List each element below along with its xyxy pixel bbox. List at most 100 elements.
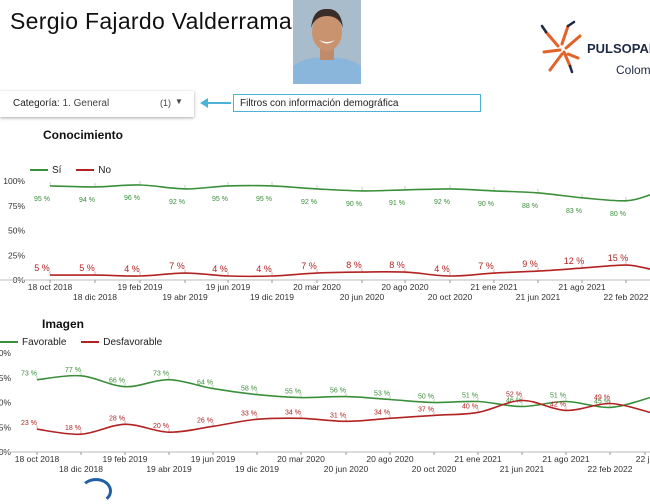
x-tick-label: 20 mar 2020 bbox=[277, 454, 325, 464]
data-label: 50 % bbox=[418, 394, 434, 401]
y-tick-label: 50% bbox=[0, 398, 11, 408]
data-label: 56 % bbox=[330, 388, 346, 395]
data-label: 4 % bbox=[256, 264, 272, 274]
data-label: 52 % bbox=[506, 392, 522, 399]
data-label: 7 % bbox=[301, 261, 317, 271]
legend-si: Sí bbox=[52, 165, 62, 176]
y-tick-label: 25% bbox=[0, 422, 11, 432]
x-tick-label: 19 jun 2019 bbox=[206, 282, 251, 292]
data-label: 40 % bbox=[462, 403, 478, 410]
data-label: 5 % bbox=[34, 263, 50, 273]
data-label: 73 % bbox=[153, 371, 169, 378]
data-label: 53 % bbox=[374, 391, 390, 398]
data-label: 51 % bbox=[550, 393, 566, 400]
legend-desfavorable: Desfavorable bbox=[103, 337, 163, 348]
series-line-0 bbox=[49, 184, 650, 202]
data-label: 92 % bbox=[301, 199, 317, 206]
imagen-title: Imagen bbox=[42, 317, 85, 331]
x-tick-label: 20 jun 2020 bbox=[324, 464, 369, 474]
arrow-left-icon bbox=[200, 98, 231, 108]
data-label: 33 % bbox=[241, 410, 257, 417]
filter-label: Categoría: bbox=[13, 98, 60, 109]
x-tick-label: 19 abr 2019 bbox=[146, 464, 192, 474]
x-tick-label: 20 ago 2020 bbox=[381, 282, 429, 292]
x-tick-label: 20 oct 2020 bbox=[428, 292, 473, 302]
series-line-1 bbox=[49, 264, 650, 278]
x-tick-label: 20 mar 2020 bbox=[293, 282, 341, 292]
demographic-filters-note: Filtros con información demográfica bbox=[233, 94, 481, 112]
data-label: 26 % bbox=[197, 417, 213, 424]
x-tick-label: 22 feb 2022 bbox=[588, 464, 633, 474]
data-label: 20 % bbox=[153, 423, 169, 430]
x-tick-label: 19 jun 2019 bbox=[191, 454, 236, 464]
data-label: 34 % bbox=[285, 409, 301, 416]
data-label: 83 % bbox=[566, 208, 582, 215]
category-filter[interactable]: Categoría: 1. General (1) ▼ bbox=[0, 91, 194, 117]
legend-favorable: Favorable bbox=[22, 337, 67, 348]
data-label: 45 % bbox=[594, 398, 610, 405]
y-tick-label: 75% bbox=[0, 373, 11, 383]
x-tick-label: 20 jun 2020 bbox=[340, 292, 385, 302]
x-tick-label: 21 ago 2021 bbox=[542, 454, 590, 464]
data-label: 23 % bbox=[21, 420, 37, 427]
data-label: 12 % bbox=[564, 256, 585, 266]
x-tick-label: 21 jun 2021 bbox=[516, 292, 561, 302]
data-label: 95 % bbox=[34, 196, 50, 203]
data-label: 91 % bbox=[389, 200, 405, 207]
data-label: 92 % bbox=[169, 199, 185, 206]
data-label: 37 % bbox=[418, 406, 434, 413]
data-label: 90 % bbox=[478, 201, 494, 208]
conocimiento-title: Conocimiento bbox=[43, 128, 123, 142]
data-label: 55 % bbox=[285, 389, 301, 396]
x-tick-label: 20 oct 2020 bbox=[412, 464, 457, 474]
x-tick-label: 21 ene 2021 bbox=[470, 282, 518, 292]
partial-logo-icon bbox=[80, 478, 112, 504]
filter-count: (1) bbox=[160, 98, 171, 108]
x-tick-label: 22 ju bbox=[636, 454, 650, 464]
x-tick-label: 18 oct 2018 bbox=[28, 282, 73, 292]
data-label: 18 % bbox=[65, 425, 81, 432]
data-label: 90 % bbox=[346, 201, 362, 208]
data-label: 8 % bbox=[389, 260, 405, 270]
data-label: 15 % bbox=[608, 253, 629, 263]
data-label: 95 % bbox=[256, 196, 272, 203]
y-tick-label: 75% bbox=[8, 201, 25, 211]
filter-value: 1. General bbox=[62, 98, 110, 109]
data-label: 7 % bbox=[169, 261, 185, 271]
pulso-pais-logo bbox=[540, 18, 650, 80]
dropdown-arrow-icon: ▼ bbox=[175, 97, 183, 106]
data-label: 64 % bbox=[197, 380, 213, 387]
y-tick-label: 25% bbox=[8, 250, 25, 260]
data-label: 8 % bbox=[346, 260, 362, 270]
x-tick-label: 19 feb 2019 bbox=[118, 282, 163, 292]
x-tick-label: 19 dic 2019 bbox=[235, 464, 279, 474]
x-tick-label: 22 feb 2022 bbox=[604, 292, 649, 302]
y-tick-label: 100% bbox=[3, 176, 25, 186]
data-label: 66 % bbox=[109, 378, 125, 385]
data-label: 5 % bbox=[79, 263, 95, 273]
data-label: 80 % bbox=[610, 211, 626, 218]
data-label: 4 % bbox=[212, 264, 228, 274]
data-label: 88 % bbox=[522, 203, 538, 210]
data-label: 28 % bbox=[109, 415, 125, 422]
data-label: 95 % bbox=[212, 196, 228, 203]
data-label: 7 % bbox=[478, 261, 494, 271]
page-title: Sergio Fajardo Valderrama bbox=[10, 8, 292, 34]
x-tick-label: 21 ene 2021 bbox=[454, 454, 502, 464]
data-label: 4 % bbox=[124, 264, 140, 274]
x-tick-label: 19 dic 2019 bbox=[250, 292, 294, 302]
logo-subtitle: Colom bbox=[616, 63, 650, 77]
data-label: 94 % bbox=[79, 197, 95, 204]
x-tick-label: 20 ago 2020 bbox=[366, 454, 414, 464]
conocimiento-legend: Sí No bbox=[30, 165, 123, 176]
logo-text: PULSOPAÍ bbox=[587, 41, 650, 56]
data-label: 4 % bbox=[434, 264, 450, 274]
data-label: 42 % bbox=[550, 401, 566, 408]
x-tick-label: 21 jun 2021 bbox=[500, 464, 545, 474]
x-tick-label: 21 ago 2021 bbox=[558, 282, 606, 292]
x-tick-label: 19 feb 2019 bbox=[103, 454, 148, 464]
imagen-legend: Favorable Desfavorable bbox=[0, 337, 174, 348]
x-tick-label: 19 abr 2019 bbox=[162, 292, 208, 302]
data-label: 58 % bbox=[241, 386, 257, 393]
